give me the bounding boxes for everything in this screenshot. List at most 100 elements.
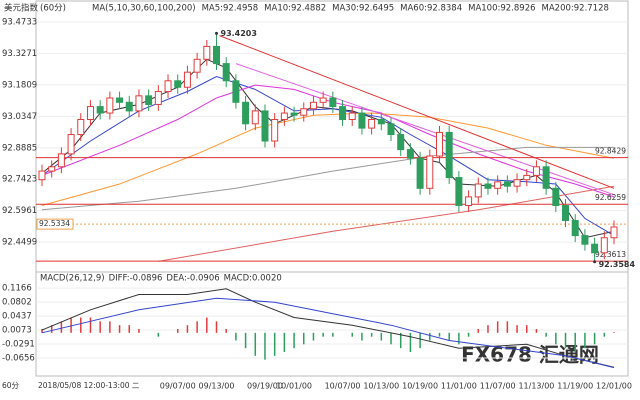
candle-body: [135, 95, 143, 112]
candle-body: [484, 183, 492, 189]
candle-body: [261, 110, 269, 142]
candle-body: [368, 119, 376, 129]
y-tick-label: 93.4733: [2, 18, 37, 28]
candle-body: [552, 187, 560, 207]
extreme-marker: [215, 31, 219, 35]
candle-body: [251, 110, 259, 125]
y-tick-label: 93.1809: [2, 80, 37, 90]
candle-body: [38, 170, 46, 181]
candle-body: [319, 97, 327, 103]
candle-body: [309, 101, 317, 110]
y-tick-label: 0.0437: [2, 312, 32, 322]
candle-body: [290, 112, 298, 116]
extreme-label: 92.3584: [599, 260, 636, 269]
candle-body: [474, 183, 482, 198]
legend-label: DEA:-0.0906: [166, 274, 219, 284]
candle-body: [591, 243, 599, 254]
candle-body: [48, 166, 56, 172]
candle-body: [581, 235, 589, 245]
macd-line: [41, 297, 615, 369]
candle-body: [77, 119, 85, 136]
candle-body: [532, 166, 540, 176]
trendline: [219, 35, 615, 189]
x-tick-label: 10/01/00: [276, 382, 312, 391]
level-label: 92.6259: [595, 193, 626, 202]
x-tick-label: 10/13/00: [363, 382, 399, 391]
level-label: 92.8429: [595, 147, 626, 156]
candle-body: [465, 196, 473, 206]
trendline: [235, 63, 615, 196]
x-tick-label: 11/19/00: [557, 382, 593, 391]
candle-body: [571, 220, 579, 237]
legend-label: DIFF:-0.0896: [109, 274, 163, 284]
ma-line: [158, 185, 615, 262]
cursor-label: 2018/05/08 12:00-13:00 二: [38, 381, 140, 390]
chart-subtitle: (60分): [40, 4, 66, 14]
y-tick-label: 93.3271: [2, 49, 37, 59]
candle-body: [174, 80, 182, 88]
x-tick-label: 10/07/00: [325, 382, 361, 391]
candle-body: [455, 177, 463, 207]
candle-body: [513, 179, 521, 187]
ma-line: [41, 112, 615, 206]
ma-legend: MA10:92.4882: [264, 4, 326, 14]
ma-legend: MA100:92.8926: [468, 4, 535, 14]
candle-body: [106, 97, 114, 114]
candle-body: [503, 181, 511, 187]
macd-title: MACD(26,12,9): [40, 274, 105, 284]
candle-body: [300, 108, 308, 116]
y-tick-label: 92.7423: [2, 175, 37, 185]
candle-body: [116, 97, 124, 103]
x-tick-label: 09/13/00: [199, 382, 235, 391]
candle-body: [125, 101, 133, 112]
candle-body: [280, 112, 288, 121]
y-tick-label: 0.1166: [2, 284, 32, 294]
candle-body: [57, 153, 65, 168]
candle-body: [542, 166, 550, 189]
y-tick-label: 93.0347: [2, 112, 37, 122]
candle-body: [86, 106, 94, 120]
candle-body: [416, 157, 424, 189]
y-tick-label: -0.0656: [2, 353, 35, 363]
level-label: 92.5334: [39, 219, 70, 228]
candle-body: [406, 149, 414, 159]
macd-line: [41, 288, 615, 368]
candle-body: [358, 112, 366, 129]
candle-body: [222, 63, 230, 82]
candle-body: [203, 45, 211, 60]
x-tick-label: 10/19/00: [402, 382, 438, 391]
candle-body: [232, 80, 240, 103]
frame: [35, 0, 629, 377]
period-label: 60分: [2, 381, 20, 390]
candle-body: [377, 119, 385, 125]
ma-legend: MA30:92.6495: [332, 4, 394, 14]
candle-body: [193, 58, 201, 73]
ma-line: [41, 146, 614, 211]
x-tick-label: 12/01/00: [596, 382, 632, 391]
x-tick-label: 11/13/00: [518, 382, 554, 391]
candle-body: [67, 134, 75, 155]
candle-body: [242, 101, 250, 125]
cursor-box: [36, 379, 148, 393]
candle-body: [523, 174, 531, 181]
x-tick-label: 09/19/00: [247, 382, 283, 391]
level-label: 92.3613: [595, 250, 626, 259]
candle-body: [387, 123, 395, 136]
ma-legend: MA200:92.7128: [542, 4, 609, 14]
candle-body: [154, 91, 162, 105]
watermark: FX678 汇通网: [461, 343, 599, 367]
macd-label: MACD:0.0020: [224, 274, 282, 284]
candle-body: [183, 71, 191, 88]
candle-body: [213, 45, 221, 65]
ma-line: [41, 75, 615, 237]
x-tick-label: 09/07/00: [160, 382, 196, 391]
candle-body: [348, 112, 356, 121]
candle-body: [145, 95, 153, 105]
ma-legend: MA60:92.8384: [400, 4, 462, 14]
candle-body: [445, 131, 453, 179]
candle-body: [610, 226, 618, 239]
candle-body: [600, 237, 608, 254]
extreme-marker: [593, 260, 597, 264]
